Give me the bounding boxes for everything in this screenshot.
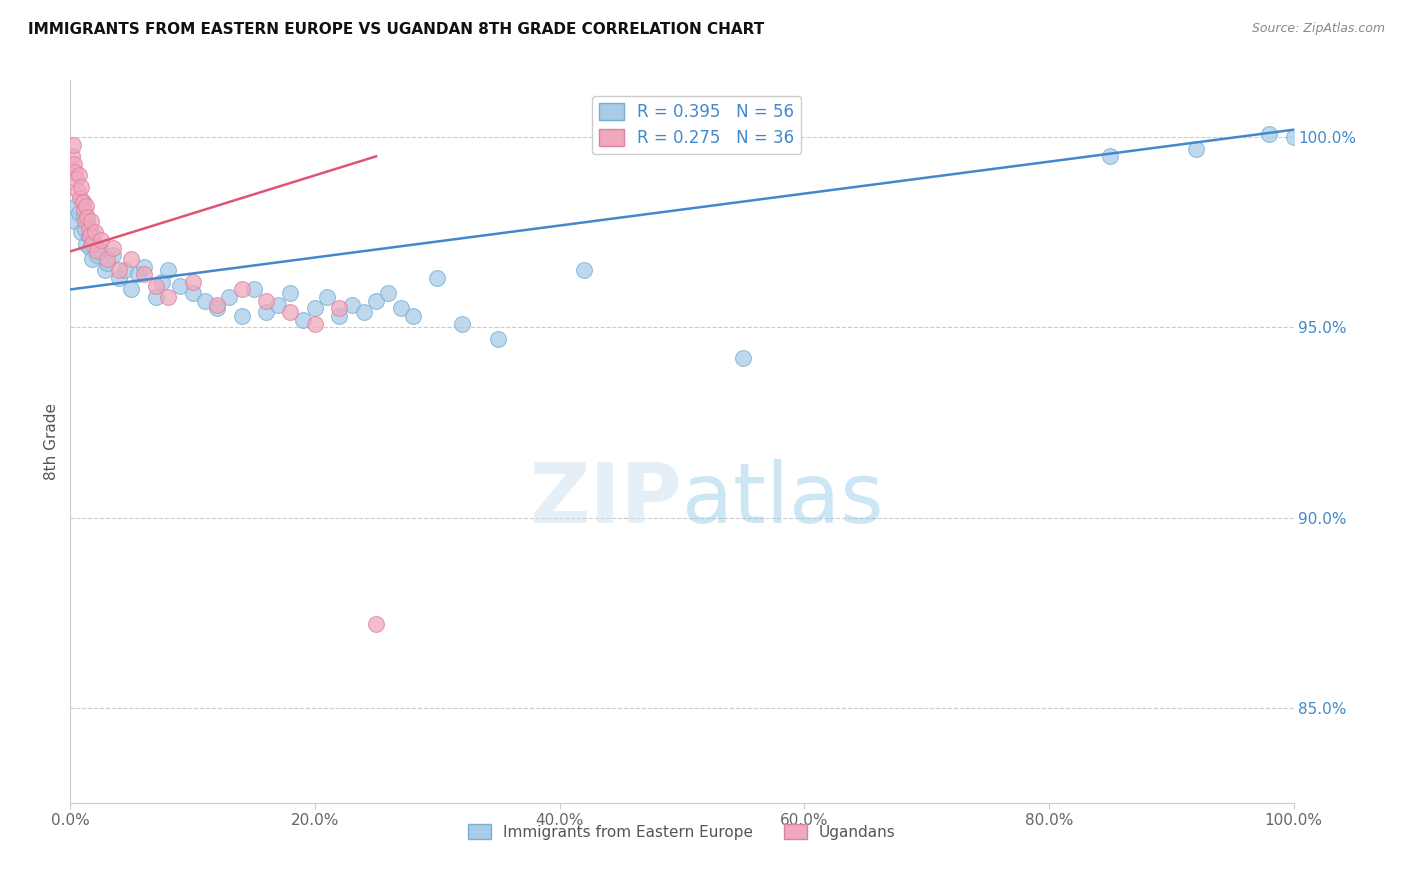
Point — [83, 236, 105, 251]
Point — [353, 305, 375, 319]
Point — [150, 275, 173, 289]
Point — [218, 290, 240, 304]
Point — [66, 184, 89, 198]
Point — [280, 286, 302, 301]
Point — [280, 305, 302, 319]
Y-axis label: 8th Grade: 8th Grade — [44, 403, 59, 480]
Point — [1184, 142, 1206, 156]
Point — [328, 301, 350, 316]
Point — [63, 214, 86, 228]
Point — [114, 263, 136, 277]
Point — [181, 275, 204, 289]
Point — [80, 226, 103, 240]
Point — [77, 221, 100, 235]
Point — [80, 214, 103, 228]
Point — [366, 293, 388, 308]
Point — [65, 199, 87, 213]
Point — [73, 202, 96, 217]
Point — [82, 236, 104, 251]
Point — [62, 137, 84, 152]
Point — [75, 236, 97, 251]
Point — [63, 164, 86, 178]
Point — [83, 226, 105, 240]
Point — [76, 210, 98, 224]
Point — [65, 172, 87, 186]
Point — [402, 309, 425, 323]
Point — [96, 252, 118, 266]
Point — [93, 263, 115, 277]
Point — [90, 233, 112, 247]
Legend: Immigrants from Eastern Europe, Ugandans: Immigrants from Eastern Europe, Ugandans — [463, 818, 901, 846]
Point — [72, 194, 94, 209]
Point — [86, 248, 108, 262]
Point — [254, 293, 277, 308]
Point — [132, 267, 155, 281]
Point — [389, 301, 412, 316]
Point — [194, 293, 217, 308]
Point — [450, 317, 472, 331]
Point — [181, 286, 204, 301]
Point — [70, 226, 93, 240]
Point — [70, 179, 93, 194]
Point — [67, 206, 90, 220]
Point — [733, 351, 755, 365]
Point — [73, 221, 96, 235]
Point — [1099, 149, 1122, 163]
Point — [1282, 130, 1305, 145]
Point — [243, 282, 266, 296]
Point — [1258, 127, 1281, 141]
Point — [90, 244, 112, 259]
Point — [60, 149, 83, 163]
Point — [63, 157, 86, 171]
Point — [101, 241, 124, 255]
Point — [377, 286, 399, 301]
Point — [86, 244, 108, 259]
Point — [169, 278, 191, 293]
Point — [67, 169, 90, 183]
Point — [304, 317, 326, 331]
Point — [291, 313, 314, 327]
Text: IMMIGRANTS FROM EASTERN EUROPE VS UGANDAN 8TH GRADE CORRELATION CHART: IMMIGRANTS FROM EASTERN EUROPE VS UGANDA… — [28, 22, 765, 37]
Point — [205, 298, 228, 312]
Point — [316, 290, 339, 304]
Point — [108, 263, 131, 277]
Point — [267, 298, 290, 312]
Point — [328, 309, 350, 323]
Point — [96, 256, 118, 270]
Point — [121, 282, 143, 296]
Point — [76, 214, 98, 228]
Point — [79, 229, 101, 244]
Text: Source: ZipAtlas.com: Source: ZipAtlas.com — [1251, 22, 1385, 36]
Point — [572, 263, 595, 277]
Point — [366, 617, 388, 632]
Point — [426, 271, 449, 285]
Point — [77, 229, 100, 244]
Point — [73, 214, 96, 228]
Point — [231, 282, 253, 296]
Point — [127, 267, 149, 281]
Text: ZIP: ZIP — [530, 458, 682, 540]
Point — [79, 241, 101, 255]
Point — [73, 210, 96, 224]
Point — [304, 301, 326, 316]
Point — [108, 271, 131, 285]
Point — [132, 260, 155, 274]
Point — [72, 194, 94, 209]
Point — [488, 332, 510, 346]
Point — [69, 191, 91, 205]
Point — [121, 252, 143, 266]
Point — [101, 248, 124, 262]
Point — [205, 301, 228, 316]
Point — [254, 305, 277, 319]
Text: atlas: atlas — [682, 458, 883, 540]
Point — [340, 298, 363, 312]
Point — [145, 290, 167, 304]
Point — [82, 252, 104, 266]
Point — [231, 309, 253, 323]
Point — [157, 263, 180, 277]
Point — [145, 278, 167, 293]
Point — [157, 290, 180, 304]
Point — [75, 199, 97, 213]
